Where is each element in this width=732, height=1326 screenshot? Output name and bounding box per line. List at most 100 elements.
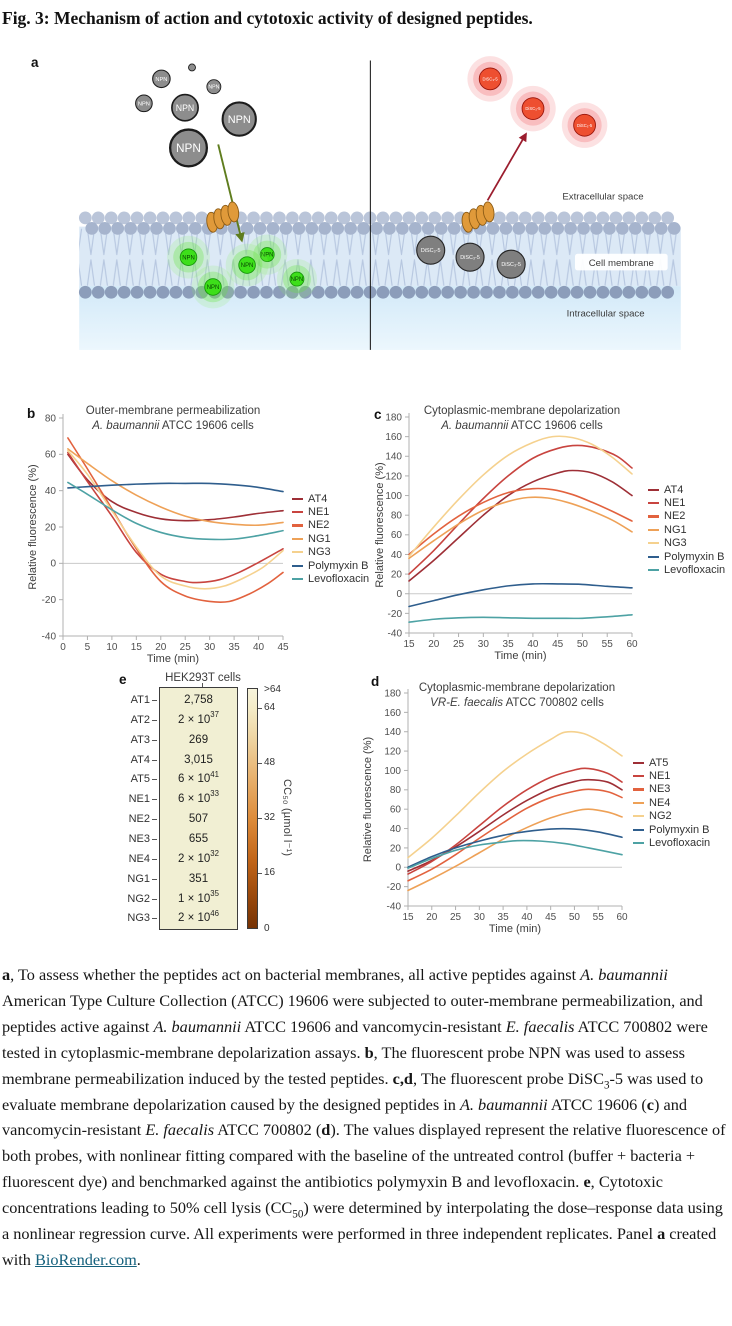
lipid-head — [661, 285, 675, 299]
lipid-head — [402, 211, 416, 225]
heatmap-cell-value: 2 × 1032 — [178, 848, 219, 865]
legend-item: NG3 — [292, 546, 369, 559]
legend-item: AT4 — [648, 483, 725, 496]
chart-b-legend: AT4 NE1 NE2 NG1 NG3 Polymyxin B Levofloxacin — [292, 492, 369, 586]
lipid-head — [169, 211, 183, 225]
npn-probe: NPN — [191, 265, 235, 309]
series-polymyxin-b — [67, 482, 284, 493]
y-tick-label: 60 — [391, 530, 403, 541]
lipid-head — [195, 211, 209, 225]
lipid-head — [505, 285, 519, 299]
lipid-head — [318, 221, 332, 235]
lipid-head — [298, 211, 312, 225]
chart-title-line1: Cytoplasmic-membrane depolarization — [418, 682, 616, 694]
heatmap-row-label: NG3 — [127, 912, 150, 925]
heatmap-cell-value: 655 — [188, 832, 209, 845]
lipid-head — [518, 211, 532, 225]
npn-aggregate: NPN — [135, 94, 153, 113]
lipid-head — [130, 211, 144, 225]
lipid-head — [518, 285, 532, 299]
heatmap-cell-value: 6 × 1033 — [178, 789, 219, 806]
lipid-head — [253, 221, 267, 235]
lipid-head — [117, 285, 131, 299]
x-tick-label: 25 — [453, 639, 465, 650]
x-tick-label: 0 — [60, 642, 66, 653]
lipid-head — [91, 211, 105, 225]
lipid-head — [564, 221, 577, 235]
lipid-head — [163, 221, 176, 235]
series-ne4 — [407, 808, 623, 892]
lipid-head — [98, 221, 112, 235]
legend-swatch — [648, 568, 659, 572]
x-tick-label: 45 — [545, 912, 557, 923]
lipid-head — [337, 285, 351, 299]
lipid-head — [240, 221, 254, 235]
heatmap-row-label: NG1 — [127, 872, 150, 885]
lipid-head — [570, 211, 584, 225]
legend-item: NE1 — [292, 505, 369, 518]
x-tick-label: 45 — [277, 642, 289, 653]
lipid-head — [596, 285, 610, 299]
legend-label: Levofloxacin — [649, 837, 711, 850]
cell-membrane-label: Cell membrane — [589, 258, 654, 269]
y-tick-label: 60 — [45, 450, 57, 461]
heatmap-row-label: NE1 — [128, 793, 150, 806]
lipid-head — [648, 211, 662, 225]
axes: -40 -20 0 20 40 60 80 100 120 140 160 180 15 20 25 30 35… — [374, 412, 638, 662]
lipid-head — [234, 285, 247, 299]
x-tick-label: 50 — [577, 639, 589, 650]
legend-label: NE3 — [649, 783, 671, 796]
axes: -40 -20 0 20 40 60 80 0 5 10 15 20 25 30 35 40 45 Time (m… — [27, 413, 289, 665]
npn-aggregate: NPN — [168, 128, 209, 168]
intracellular-space-label: Intracellular space — [567, 309, 645, 320]
disc-fluorescing: DiSC₃-5 — [561, 102, 608, 148]
series-ne2 — [408, 487, 633, 556]
y-tick-label: 40 — [45, 486, 57, 497]
npn-aggregate: NPN — [206, 79, 222, 95]
chart-title-line1: Cytoplasmic-membrane depolarization — [423, 405, 621, 417]
series-ng3 — [408, 435, 633, 558]
lipid-head — [273, 211, 286, 225]
y-tick-label: 140 — [385, 452, 402, 463]
heatmap-row-label: NE4 — [128, 852, 150, 865]
lipid-head — [117, 211, 131, 225]
legend-label: NE2 — [308, 519, 330, 532]
heatmap-cell-value: 2 × 1037 — [178, 710, 219, 726]
legend-label: NG1 — [308, 532, 331, 545]
lipid-head — [531, 211, 545, 225]
lipid-head — [169, 285, 183, 299]
heatmap-cell-value: 2,758 — [184, 694, 213, 706]
legend-item: NE4 — [633, 796, 710, 809]
series-levofloxacin — [408, 614, 633, 623]
membrane-head-row-inner — [78, 285, 675, 299]
heatmap-cells — [159, 687, 238, 930]
npn-aggregate-label: NPN — [176, 141, 201, 155]
npn-probe-label: NPN — [241, 263, 254, 269]
y-tick-label: 120 — [384, 746, 401, 757]
series-ng2 — [407, 730, 623, 859]
series-ng1 — [67, 448, 284, 527]
lipid-head — [622, 211, 636, 225]
lipid-head — [654, 221, 668, 235]
series-at5 — [407, 778, 623, 872]
chart-title-line1: Outer-membrane permeabilization — [85, 405, 261, 417]
panel-d-label: d — [371, 674, 380, 689]
colorbar-axis-label: CC₅₀ (µmol l⁻¹) — [281, 779, 293, 857]
biorender-link[interactable]: BioRender.com — [35, 1249, 137, 1269]
panel-a-diagram: NPN NPN NPN NPN NPN DiSC₃-5 DiSC₃-5 DiSC₃-5 Ex… — [78, 56, 681, 350]
legend-item: NE2 — [648, 510, 725, 523]
lipid-head — [538, 221, 552, 235]
lipid-head — [279, 221, 293, 235]
legend-item: Levofloxacin — [648, 563, 725, 576]
legend-swatch — [633, 841, 644, 845]
legend-swatch — [633, 801, 644, 805]
series-at4 — [408, 469, 633, 582]
lipid-head — [285, 285, 299, 299]
lipid-head — [292, 221, 306, 235]
y-tick-label: -20 — [387, 882, 402, 893]
y-tick-label: 40 — [390, 824, 402, 835]
legend-label: NG3 — [664, 537, 687, 550]
lipid-head — [260, 285, 273, 299]
series-ng3 — [67, 449, 284, 590]
